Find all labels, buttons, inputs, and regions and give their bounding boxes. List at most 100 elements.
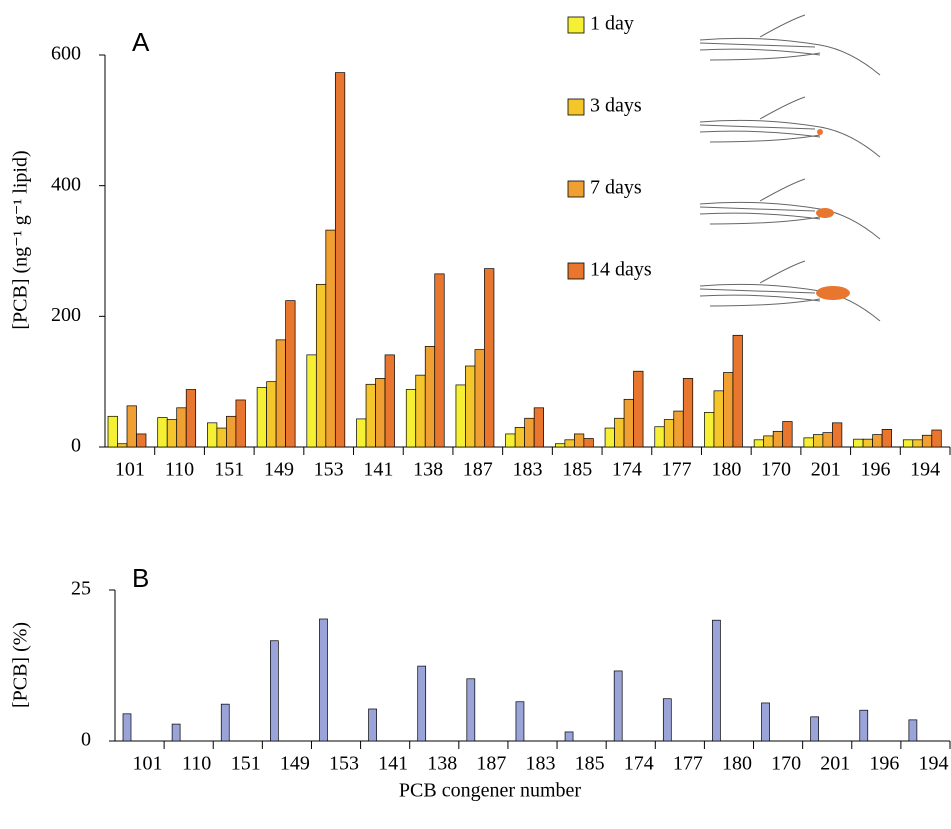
y-tick-label: 200 [51, 304, 81, 326]
legend-label: 14 days [590, 259, 652, 281]
x-tick-label: 138 [427, 753, 457, 775]
bar [226, 415, 237, 448]
x-tick-label: 170 [761, 459, 791, 481]
bar [256, 387, 267, 448]
bar [270, 640, 279, 742]
bar [574, 433, 585, 448]
bar [704, 412, 715, 448]
bar [533, 407, 544, 448]
x-tick-label: 177 [673, 753, 703, 775]
bar [275, 339, 286, 448]
bar [712, 619, 721, 742]
x-tick-label: 177 [662, 459, 692, 481]
bar [220, 703, 230, 742]
bar [613, 670, 623, 742]
y-tick-label: 0 [71, 435, 81, 457]
x-tick-label: 101 [115, 459, 145, 481]
y-axis-label: [PCB] (ng⁻¹ g⁻¹ lipid) [10, 150, 32, 329]
bar [763, 435, 774, 448]
bar [375, 378, 386, 448]
bar [126, 405, 137, 448]
bar [107, 415, 118, 448]
bar [772, 430, 784, 448]
x-tick-label: 201 [811, 459, 841, 481]
bar [822, 432, 833, 448]
bar [862, 438, 873, 448]
bar [753, 439, 765, 448]
bar [266, 381, 277, 448]
bar [157, 417, 168, 448]
bar [434, 273, 445, 448]
x-tick-label: 138 [413, 459, 443, 481]
bar [122, 713, 132, 742]
legend-swatch [567, 180, 585, 198]
bar [171, 723, 181, 742]
x-tick-label: 110 [182, 753, 211, 775]
bar [417, 665, 427, 742]
bar [623, 398, 634, 448]
x-tick-label: 174 [612, 459, 642, 481]
x-tick-label: 194 [910, 459, 940, 481]
bar [810, 716, 819, 742]
bar [465, 365, 476, 448]
x-tick-label: 141 [363, 459, 393, 481]
bar [921, 434, 933, 448]
x-tick-label: 110 [165, 459, 194, 481]
x-tick-label: 153 [329, 753, 359, 775]
bar [713, 390, 724, 448]
bar [662, 698, 672, 742]
y-tick-label: 600 [51, 43, 81, 65]
bar [761, 702, 770, 742]
bar [564, 439, 575, 448]
x-tick-label: 174 [624, 753, 654, 775]
x-tick-label: 180 [711, 459, 741, 481]
x-tick-label: 170 [771, 753, 801, 775]
x-tick-label: 149 [280, 753, 310, 775]
bar [614, 417, 625, 448]
bar [859, 709, 869, 742]
bar [912, 439, 923, 448]
x-tick-label: 187 [463, 459, 493, 481]
x-tick-label: 185 [575, 753, 605, 775]
x-tick-label: 151 [231, 753, 261, 775]
bar [216, 427, 227, 448]
bar [365, 383, 376, 448]
bar [832, 422, 843, 448]
bar [803, 437, 814, 448]
bar [356, 418, 367, 448]
legend-swatch [567, 16, 585, 34]
bar [235, 399, 246, 448]
bar [176, 407, 187, 448]
bar [405, 389, 417, 448]
bar [207, 422, 218, 448]
bar [902, 439, 914, 448]
x-tick-label: 196 [869, 753, 899, 775]
x-tick-label: 101 [133, 753, 163, 775]
bar [654, 426, 665, 448]
bar [604, 427, 615, 448]
bar [813, 434, 824, 448]
bar [315, 283, 327, 448]
bar [285, 300, 296, 448]
x-tick-label: 153 [314, 459, 344, 481]
bar [117, 443, 128, 448]
bar [633, 370, 644, 448]
bar [166, 419, 178, 448]
bar [415, 374, 426, 448]
legend-label: 7 days [590, 177, 642, 199]
bar [384, 354, 395, 448]
panel-label: B [132, 563, 149, 593]
bar [505, 433, 516, 448]
bar [931, 429, 942, 448]
y-tick-label: 0 [81, 729, 91, 751]
legend-swatch [567, 262, 585, 280]
x-tick-label: 201 [820, 753, 850, 775]
bar [185, 389, 197, 448]
x-tick-label: 194 [918, 753, 948, 775]
bar [325, 229, 336, 448]
x-tick-label: 183 [526, 753, 556, 775]
x-tick-label: 180 [722, 753, 752, 775]
bar [368, 708, 377, 742]
x-tick-label: 187 [476, 753, 506, 775]
panel-label: A [132, 27, 150, 57]
